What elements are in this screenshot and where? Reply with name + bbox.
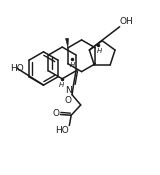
Text: H: H xyxy=(59,82,64,88)
Text: N: N xyxy=(66,86,72,95)
Polygon shape xyxy=(65,38,69,48)
Text: OH: OH xyxy=(120,18,133,26)
Text: HO: HO xyxy=(10,64,24,73)
Text: H: H xyxy=(70,62,75,68)
Text: H: H xyxy=(97,48,103,54)
Text: O: O xyxy=(53,109,60,118)
Text: O: O xyxy=(64,96,71,105)
Text: HO: HO xyxy=(55,126,68,135)
